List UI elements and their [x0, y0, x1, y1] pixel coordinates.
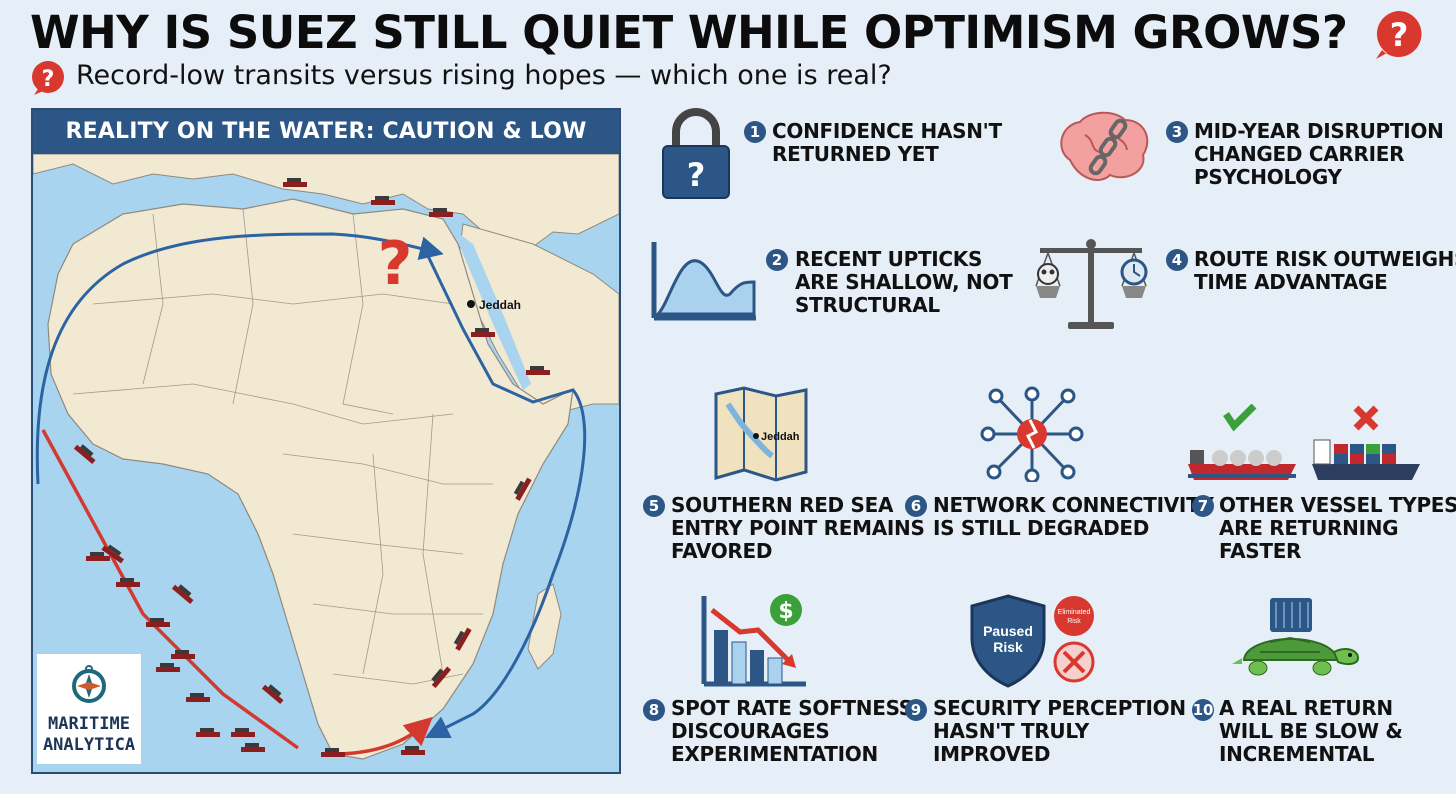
item-5-number: 5	[643, 495, 665, 517]
jeddah-label: Jeddah	[479, 298, 521, 312]
logo-text: MARITIME ANALYTICA	[37, 714, 141, 756]
turtle-container-icon	[1232, 598, 1360, 676]
map-title: REALITY ON THE WATER: CAUTION & LOW TRAN…	[33, 110, 619, 188]
shield-text-2: Risk	[993, 639, 1023, 655]
item-2-label: RECENT UPTICKS ARE SHALLOW, NOT STRUCTUR…	[795, 247, 1013, 317]
map-panel: REALITY ON THE WATER: CAUTION & LOW TRAN…	[31, 108, 621, 774]
question-circle-icon: ?	[32, 61, 64, 95]
item-7-label: OTHER VESSEL TYPES ARE RETURNING FASTER	[1219, 493, 1456, 563]
item-8-label: SPOT RATE SOFTNESS DISCOURAGES EXPERIMEN…	[671, 696, 913, 766]
item-6-label: NETWORK CONNECTIVITY IS STILL DEGRADED	[933, 493, 1214, 540]
svg-text:?: ?	[378, 229, 413, 299]
shield-text-1: Paused	[983, 623, 1033, 639]
vessels-icon	[1188, 404, 1420, 480]
page-title: WHY IS SUEZ STILL QUIET WHILE OPTIMISM G…	[30, 6, 1348, 59]
item-6-number: 6	[905, 495, 927, 517]
madagascar	[527, 583, 562, 670]
folded-map-icon: Jeddah	[714, 386, 808, 482]
item-10-label: A REAL RETURN WILL BE SLOW & INCREMENTAL	[1219, 696, 1403, 766]
padlock-question-icon: ?	[662, 108, 730, 199]
logo-word-2: ANALYTICA	[42, 735, 136, 755]
brain-chain-icon	[1060, 111, 1149, 181]
item-4-number: 4	[1166, 249, 1188, 271]
item-1-label: CONFIDENCE HASN'T RETURNED YET	[772, 119, 1002, 166]
item-10-number: 10	[1192, 699, 1214, 721]
network-broken-icon	[980, 386, 1084, 482]
africa-landmass	[47, 198, 574, 760]
item-1-number: 1	[744, 121, 766, 143]
red-sea	[453, 229, 531, 390]
item-9-label: SECURITY PERCEPTION HASN'T TRULY IMPROVE…	[933, 696, 1186, 766]
svg-text:?: ?	[42, 67, 55, 92]
item-3-label: MID-YEAR DISRUPTION CHANGED CARRIER PSYC…	[1194, 119, 1444, 189]
svg-text:?: ?	[1390, 16, 1409, 54]
item-4-label: ROUTE RISK OUTWEIGHS TIME ADVANTAGE	[1194, 247, 1456, 294]
item-8-number: 8	[643, 699, 665, 721]
balance-scale-icon	[1035, 239, 1148, 329]
item-7-number: 7	[1192, 495, 1214, 517]
africa-map: Jeddah ?	[33, 154, 619, 760]
falling-rate-chart-icon: $	[701, 594, 806, 687]
map-icon-city: Jeddah	[761, 431, 800, 443]
maritime-analytica-logo: MARITIME ANALYTICA	[37, 654, 141, 764]
item-3-number: 3	[1166, 121, 1188, 143]
page-subtitle: Record-low transits versus rising hopes …	[76, 60, 892, 91]
question-bubble-icon: ?	[1376, 11, 1422, 59]
svg-text:?: ?	[687, 156, 706, 194]
item-9-number: 9	[905, 699, 927, 721]
item-2-number: 2	[766, 249, 788, 271]
area-chart-icon	[651, 242, 756, 321]
shield-icon: Paused Risk Eliminated Risk	[970, 594, 1095, 688]
dollar-symbol: $	[778, 599, 793, 624]
badge-text-1: Eliminated	[1058, 609, 1091, 616]
compass-icon	[72, 665, 106, 703]
item-5-label: SOUTHERN RED SEA ENTRY POINT REMAINS FAV…	[671, 493, 925, 563]
badge-text-2: Risk	[1067, 618, 1081, 625]
logo-word-1: MARITIME	[48, 714, 130, 734]
